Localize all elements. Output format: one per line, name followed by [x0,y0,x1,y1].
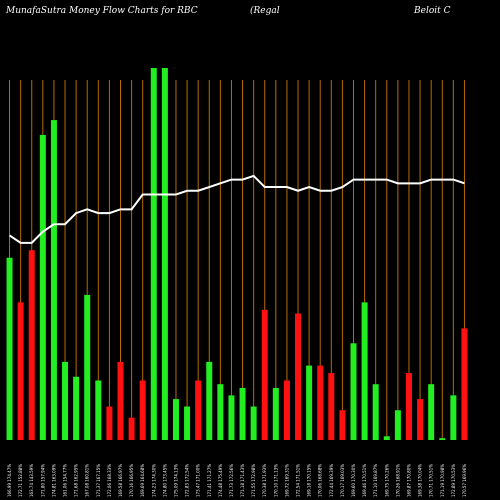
x-axis-label: 166.99 174.47% [7,464,12,497]
x-axis-label: 172.71 152.88% [18,464,23,497]
money-flow-bar [73,376,80,440]
money-flow-bar [139,380,146,440]
x-axis-label: 174.48 175.49% [218,464,223,497]
money-flow-bar [228,395,235,440]
x-axis-label: 169.58 166.97% [118,464,123,497]
x-axis-label: 174.23 174.30% [151,464,156,497]
x-axis-label: 169.38 170.04% [418,464,423,497]
x-axis-label: 163.74 143.59% [29,464,34,497]
x-axis-label: 171.68 162.95% [74,464,79,497]
money-flow-bar [84,294,91,440]
money-flow-bar [450,395,457,440]
x-axis-label: 171.19 170.98% [440,464,445,497]
money-flow-bar [217,384,224,440]
x-axis-label: 170.26 168.91% [395,464,400,497]
money-flow-bar [6,257,13,440]
x-axis-label: 175.09 174.13% [173,464,178,497]
x-axis-label: 170.17 169.03% [340,464,345,497]
money-flow-bar [128,417,135,440]
money-flow-bar [439,438,446,440]
money-flow-bar [261,309,268,440]
money-flow-bar [62,361,69,440]
x-axis-label: 172.54 171.51% [296,464,301,497]
money-flow-bar [306,365,313,440]
x-axis-label: 169.87 170.80% [406,464,411,497]
x-axis-label: 169.69 164.68% [140,464,145,497]
money-flow-bar [28,250,35,440]
money-flow-bar [383,436,390,440]
money-flow-bars [6,68,468,440]
x-axis-label: 171.80 157.94% [40,464,45,497]
x-axis-label: 171.37 167.15% [96,464,101,497]
money-flow-bar [317,365,324,440]
price-line-path [8,174,465,244]
money-flow-bar [117,361,124,440]
chart-title: MunafaSutra Money Flow Charts for RBC [6,6,198,16]
money-flow-bar [250,406,257,440]
x-axis-label: 170.71 170.51% [429,464,434,497]
money-flow-bar [106,406,113,440]
x-axis-label: 171.55 172.98% [251,464,256,497]
x-axis-label: 171.41 171.27% [207,464,212,497]
x-axis-label: 171.10 169.87% [373,464,378,497]
x-axis-labels: 166.99 174.47% 172.71 152.88% 163.74 143.5… [7,464,467,497]
x-axis-label: 161.06 154.77% [63,464,68,497]
money-flow-bar [283,380,290,440]
x-axis-label: 169.75 170.26% [384,464,389,497]
x-axis-label: 174.81 163.09% [51,464,56,497]
x-axis-label: 172.06 168.33% [107,464,112,497]
x-axis-label: 174.80 173.45% [162,464,167,497]
x-axis-label: 169.46 170.51% [362,464,367,497]
chart-subtitle-right: Beloit C [414,6,451,16]
x-axis-label: 169.72 169.31% [284,464,289,497]
x-axis-label: 170.57 169.96% [462,464,467,497]
x-axis-label: 167.08 160.81% [85,464,90,497]
money-flow-bar [50,120,57,440]
money-flow-bar [361,302,368,440]
x-axis-label: 173.47 171.00% [196,464,201,497]
money-flow-bar [95,380,102,440]
money-flow-bar [339,410,346,440]
x-axis-label: 169.60 170.30% [351,464,356,497]
money-flow-bar [272,387,279,440]
money-flow-bar [39,134,46,440]
money-flow-bar [172,399,179,440]
chart-subtitle-left: (Regal [250,6,280,16]
price-line [8,174,465,244]
x-axis-label: 170.16 166.95% [129,464,134,497]
money-flow-bar [394,410,401,440]
x-axis-label: 170.06 168.68% [318,464,323,497]
x-axis-label: 172.89 170.53% [451,464,456,497]
money-flow-bar [350,343,357,440]
money-flow-bar [461,328,468,440]
money-flow-bar [161,68,168,440]
money-flow-bar [195,380,202,440]
money-flow-bar [328,373,335,440]
money-flow-bar [239,387,246,440]
money-flow-bar [417,399,424,440]
money-flow-bar [150,68,157,440]
money-flow-bar [206,361,213,440]
x-axis-label: 170.10 171.13% [273,464,278,497]
x-axis-label: 170.38 171.93% [262,464,267,497]
money-flow-bar [372,384,379,440]
money-flow-bar [295,313,302,440]
x-axis-label: 169.18 170.15% [307,464,312,497]
x-axis-label: 172.83 172.54% [185,464,190,497]
money-flow-bar [17,302,24,440]
x-axis-label: 171.18 171.43% [240,464,245,497]
x-axis-label: 171.73 172.56% [229,464,234,497]
money-flow-bar [184,406,191,440]
money-flow-bar [405,373,412,440]
money-flow-bar [428,384,435,440]
x-axis-label: 172.44 169.39% [329,464,334,497]
